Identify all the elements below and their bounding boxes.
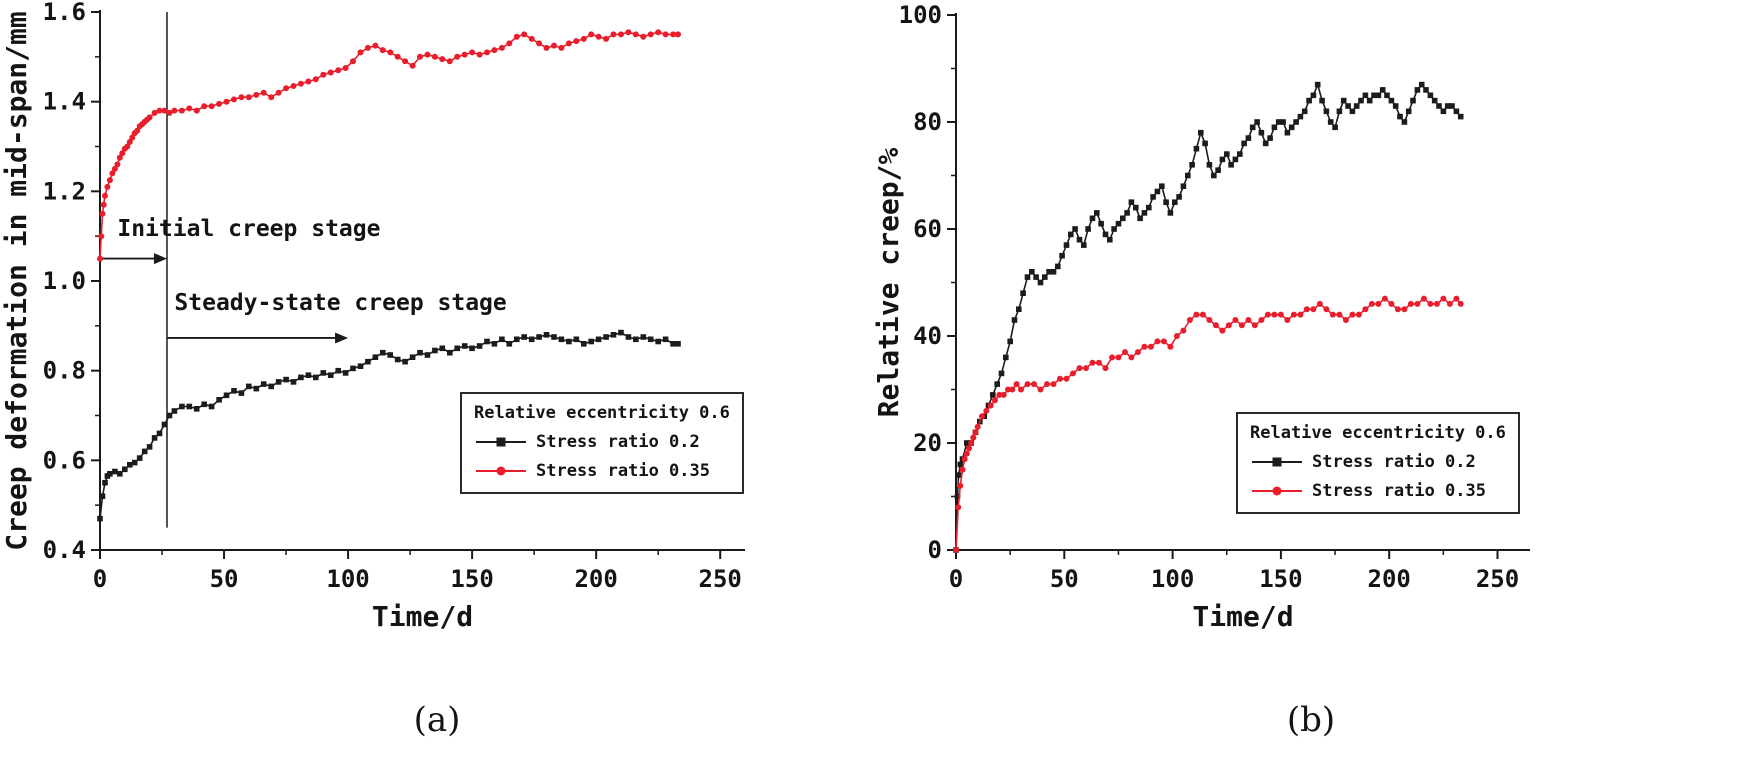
series-stress-ratio-0-2 <box>97 329 681 522</box>
caption-b: (b) <box>1286 700 1336 740</box>
legend-entry-label: Stress ratio 0.2 <box>536 432 700 452</box>
x-tick-label: 0 <box>93 565 107 593</box>
chart-b-plot: 0 50 100 150 200 250 0 20 40 60 80 100 Time/d Relativ… <box>874 1 1530 633</box>
y-tick-label: 80 <box>913 108 942 136</box>
y-tick-label: 40 <box>913 322 942 350</box>
x-tick-label: 250 <box>1476 565 1519 593</box>
series-stress-ratio-0-2 <box>953 81 1464 553</box>
figure-a: 0 50 100 150 200 250 0.4 0.6 0.8 1.0 1.2 1.4 1.6 Time… <box>0 0 745 740</box>
x-tick-label: 150 <box>450 565 493 593</box>
legend-circle-marker-icon <box>1252 486 1302 496</box>
series-stress-ratio-0-35 <box>97 29 681 262</box>
y-tick-label: 1.4 <box>43 88 86 116</box>
legend-entry-label: Stress ratio 0.35 <box>1312 481 1486 501</box>
x-axis-ticks: 0 50 100 150 200 250 <box>949 550 1519 593</box>
series-stress-ratio-0-35 <box>953 295 1464 553</box>
y-tick-label: 0 <box>928 536 942 564</box>
y-tick-label: 20 <box>913 429 942 457</box>
legend-box-a: Relative eccentricity 0.6 Stress ratio 0… <box>460 392 744 494</box>
legend-entry: Stress ratio 0.2 <box>474 432 730 452</box>
legend-title: Relative eccentricity 0.6 <box>474 403 730 423</box>
x-axis-label: Time/d <box>372 600 473 633</box>
figure-b: 0 50 100 150 200 250 0 20 40 60 80 100 Time/d Relativ… <box>874 0 1748 764</box>
x-axis-label: Time/d <box>1192 600 1293 633</box>
legend-entry: Stress ratio 0.2 <box>1250 452 1506 472</box>
x-tick-label: 150 <box>1259 565 1302 593</box>
annotation-text: Steady-state creep stage <box>174 290 506 316</box>
legend-entries: Stress ratio 0.2 Stress ratio 0.35 <box>474 432 730 481</box>
axes <box>955 13 1530 551</box>
y-tick-label: 60 <box>913 215 942 243</box>
y-tick-label: 1.6 <box>43 0 86 26</box>
legend-entry-label: Stress ratio 0.35 <box>536 461 710 481</box>
y-tick-label: 1.0 <box>43 267 86 295</box>
y-tick-label: 1.2 <box>43 177 86 205</box>
legend-entry-label: Stress ratio 0.2 <box>1312 452 1476 472</box>
y-axis-label: Relative creep/% <box>874 147 905 417</box>
y-axis-ticks: 0.4 0.6 0.8 1.0 1.2 1.4 1.6 <box>43 0 100 564</box>
x-tick-label: 100 <box>326 565 369 593</box>
x-tick-label: 100 <box>1151 565 1194 593</box>
x-tick-label: 250 <box>699 565 742 593</box>
x-axis-ticks: 0 50 100 150 200 250 <box>93 550 742 593</box>
legend-box-b: Relative eccentricity 0.6 Stress ratio 0… <box>1236 412 1520 514</box>
legend-square-marker-icon <box>476 437 526 447</box>
y-tick-label: 100 <box>899 1 942 29</box>
x-tick-label: 0 <box>949 565 963 593</box>
caption-a: (a) <box>413 700 461 740</box>
annotation-arrow <box>100 253 167 265</box>
legend-entry: Stress ratio 0.35 <box>1250 481 1506 501</box>
y-tick-label: 0.6 <box>43 446 86 474</box>
legend-square-marker-icon <box>1252 457 1302 467</box>
x-tick-label: 200 <box>1368 565 1411 593</box>
y-axis-label: Creep deformation in mid-span/mm <box>0 11 33 550</box>
y-tick-label: 0.4 <box>43 536 86 564</box>
x-tick-label: 50 <box>210 565 239 593</box>
legend-entry: Stress ratio 0.35 <box>474 461 730 481</box>
chart-a-plot: 0 50 100 150 200 250 0.4 0.6 0.8 1.0 1.2 1.4 1.6 Time… <box>0 0 745 633</box>
y-tick-label: 0.8 <box>43 357 86 385</box>
annotation-arrow <box>166 332 349 344</box>
x-tick-label: 50 <box>1050 565 1079 593</box>
x-tick-label: 200 <box>574 565 617 593</box>
legend-entries: Stress ratio 0.2 Stress ratio 0.35 <box>1250 452 1506 501</box>
annotation-text: Initial creep stage <box>117 216 380 242</box>
legend-title: Relative eccentricity 0.6 <box>1250 423 1506 443</box>
y-axis-ticks: 0 20 40 60 80 100 <box>899 1 956 564</box>
legend-circle-marker-icon <box>476 466 526 476</box>
